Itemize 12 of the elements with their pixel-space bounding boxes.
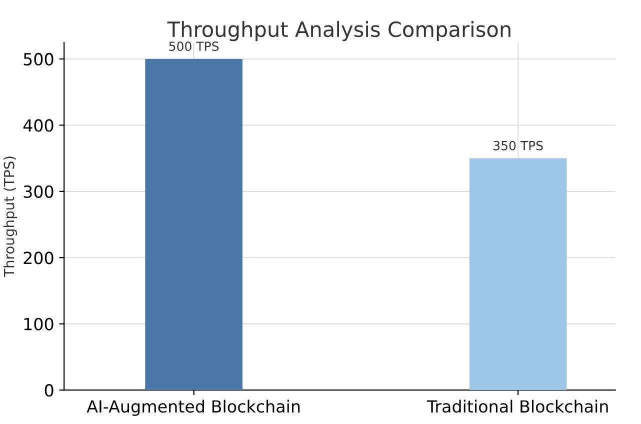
- y-axis-title: Throughput (TPS): [4, 156, 18, 278]
- y-tick-label: 400: [23, 119, 54, 132]
- x-tick-label: AI-Augmented Blockchain: [86, 400, 300, 416]
- y-tick-label: 300: [24, 185, 54, 198]
- y-tick-label: 500: [24, 52, 54, 66]
- data-label: 350 TPS: [494, 140, 543, 150]
- chart-title: Throughput Analysis Comparison: [167, 21, 510, 42]
- y-tick-label: 100: [24, 318, 54, 330]
- x-tick-label: Traditional Blockchain: [426, 400, 608, 413]
- data-label: 500 TPS: [169, 42, 219, 51]
- y-tick-label: 0: [44, 384, 54, 397]
- y-tick-label: 200: [24, 252, 54, 264]
